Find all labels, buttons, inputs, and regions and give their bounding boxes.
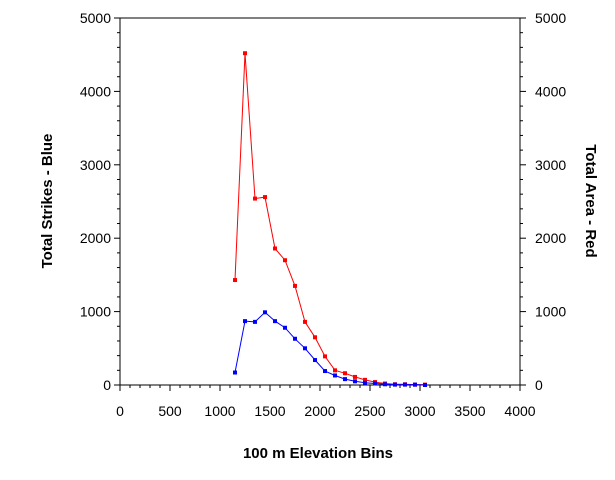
data-point bbox=[313, 358, 317, 363]
y-left-tick-label: 5000 bbox=[80, 10, 111, 26]
data-point bbox=[323, 354, 327, 359]
y-left-tick-label: 3000 bbox=[80, 157, 111, 173]
data-point bbox=[323, 369, 327, 374]
x-tick-label: 3500 bbox=[454, 403, 485, 419]
series-1 bbox=[233, 310, 427, 387]
x-tick-label: 1500 bbox=[254, 403, 285, 419]
data-point bbox=[273, 246, 277, 251]
data-point bbox=[413, 382, 417, 387]
data-point bbox=[283, 258, 287, 263]
y-right-tick-label: 1000 bbox=[535, 304, 566, 320]
data-point bbox=[343, 371, 347, 376]
data-point bbox=[263, 195, 267, 200]
axis-ticks bbox=[114, 17, 526, 391]
series-layer bbox=[233, 51, 427, 387]
data-point bbox=[313, 335, 317, 340]
data-point bbox=[423, 383, 427, 387]
data-point bbox=[363, 377, 367, 382]
y-left-tick-label: 1000 bbox=[80, 304, 111, 320]
y-left-tick-label: 4000 bbox=[80, 83, 111, 99]
data-point bbox=[273, 319, 277, 324]
data-point bbox=[243, 319, 247, 324]
data-point bbox=[303, 346, 307, 351]
x-tick-label: 0 bbox=[116, 403, 124, 419]
series-line bbox=[234, 53, 425, 386]
plot-frame bbox=[119, 17, 521, 386]
y-right-tick-label: 2000 bbox=[535, 230, 566, 246]
x-tick-label: 2000 bbox=[304, 403, 335, 419]
data-point bbox=[233, 370, 237, 375]
data-point bbox=[333, 368, 337, 373]
data-point bbox=[293, 336, 297, 341]
data-point bbox=[373, 381, 377, 386]
data-point bbox=[403, 382, 407, 387]
data-point bbox=[253, 319, 257, 324]
data-point bbox=[283, 325, 287, 330]
data-point bbox=[253, 196, 257, 201]
data-point bbox=[263, 310, 267, 315]
y-left-tick-label: 2000 bbox=[80, 230, 111, 246]
data-point bbox=[303, 319, 307, 324]
y-right-tick-label: 0 bbox=[535, 377, 543, 393]
y-right-tick-label: 4000 bbox=[535, 83, 566, 99]
data-point bbox=[363, 380, 367, 385]
x-tick-label: 500 bbox=[158, 403, 182, 419]
data-point bbox=[333, 373, 337, 378]
series-line bbox=[234, 311, 426, 386]
x-tick-label: 4000 bbox=[504, 403, 535, 419]
y-right-tick-label: 3000 bbox=[535, 157, 566, 173]
y-axis-left-title: Total Strikes - Blue bbox=[39, 134, 56, 269]
x-tick-label: 1000 bbox=[204, 403, 235, 419]
data-point bbox=[353, 379, 357, 384]
series-0 bbox=[233, 51, 427, 387]
y-left-tick-label: 0 bbox=[103, 377, 111, 393]
y-right-tick-label: 5000 bbox=[535, 10, 566, 26]
data-point bbox=[393, 382, 397, 387]
data-point bbox=[293, 283, 297, 288]
data-point bbox=[233, 278, 237, 283]
data-point bbox=[353, 374, 357, 379]
y-axis-right-title: Total Area - Red bbox=[582, 144, 599, 257]
x-axis-title: 100 m Elevation Bins bbox=[243, 445, 393, 462]
data-point bbox=[383, 382, 387, 387]
x-tick-label: 3000 bbox=[404, 403, 435, 419]
x-tick-label: 2500 bbox=[354, 403, 385, 419]
data-point bbox=[243, 51, 247, 56]
data-point bbox=[343, 377, 347, 382]
